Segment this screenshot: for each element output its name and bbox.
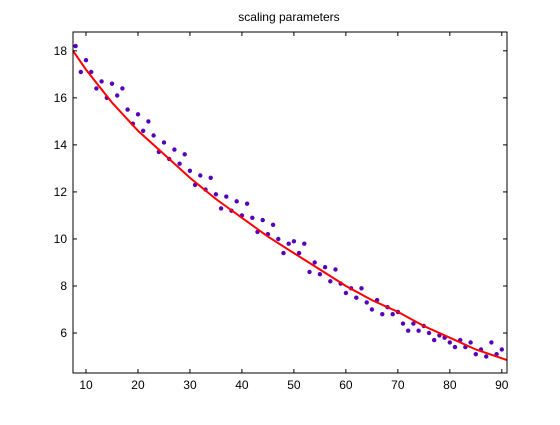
data-point [120,86,125,91]
data-point [296,250,302,256]
data-point [177,161,182,166]
x-tick-label: 30 [183,378,197,392]
plot-background [73,32,507,373]
data-point [343,290,349,296]
axes: 10 20 30 40 50 60 70 80 90 6 8 10 12 14 16 18 [54,31,509,392]
data-point [172,147,177,152]
data-point [400,321,406,326]
data-point [99,79,104,84]
data-point [406,328,411,333]
x-tick-label: 60 [339,378,353,392]
data-point [426,330,432,336]
x-tick-label: 90 [495,378,509,392]
data-point [302,241,307,246]
data-point [484,354,489,359]
data-point [78,69,84,75]
data-point [489,340,494,345]
data-point [380,312,385,317]
data-point [208,175,213,180]
data-point [328,279,333,284]
y-tick-label: 16 [54,91,68,105]
data-point [473,352,478,357]
data-point [286,241,291,246]
data-point [307,269,312,275]
data-point [416,328,421,333]
data-point [109,81,115,86]
fit-line [72,50,508,362]
data-point [213,192,219,197]
data-point [244,201,250,206]
data-point [146,119,151,124]
data-point [499,347,504,352]
y-tick-label: 8 [60,279,67,293]
x-tick-label: 10 [79,378,93,392]
y-tick-label: 12 [54,185,68,199]
data-point [354,295,359,300]
data-point [364,300,369,305]
data-point [452,344,458,350]
y-tick-label: 10 [54,232,68,246]
data-point [89,69,94,75]
data-point [73,43,78,49]
data-point [187,168,193,173]
data-point [291,239,297,244]
axes-box [72,31,508,374]
data-point [312,260,317,265]
data-point [182,152,187,157]
data-point [322,265,328,270]
data-point [125,107,130,112]
data-point [161,140,167,145]
data-point [276,236,281,242]
data-point [359,286,364,291]
plot-area [72,32,508,373]
data-point [141,128,146,133]
data-point [234,199,239,204]
data-point [317,272,323,277]
x-tick-label: 40 [235,378,249,392]
data-point [447,340,452,345]
data-point [468,340,473,345]
data-point [432,337,437,343]
data-point [333,267,338,272]
x-tick-label: 50 [287,378,301,392]
y-tick-label: 14 [54,138,68,152]
data-point [260,217,265,223]
data-point [198,173,203,178]
data-point [281,250,286,256]
data-point [135,112,141,117]
y-tick-label: 18 [54,44,68,58]
data-points [73,43,504,359]
data-point [390,312,395,317]
data-point [369,307,375,312]
y-tick-label: 6 [60,326,67,340]
data-point [250,215,255,220]
data-point [151,133,156,138]
data-point [83,58,89,63]
x-tick-label: 20 [131,378,145,392]
chart-title: scaling parameters [238,10,339,24]
data-point [224,194,229,199]
data-point [411,321,416,326]
x-tick-label: 70 [391,378,405,392]
data-point [94,86,99,91]
data-point [115,93,120,98]
data-point [270,222,276,227]
data-point [218,206,224,211]
x-tick-label: 80 [443,378,457,392]
